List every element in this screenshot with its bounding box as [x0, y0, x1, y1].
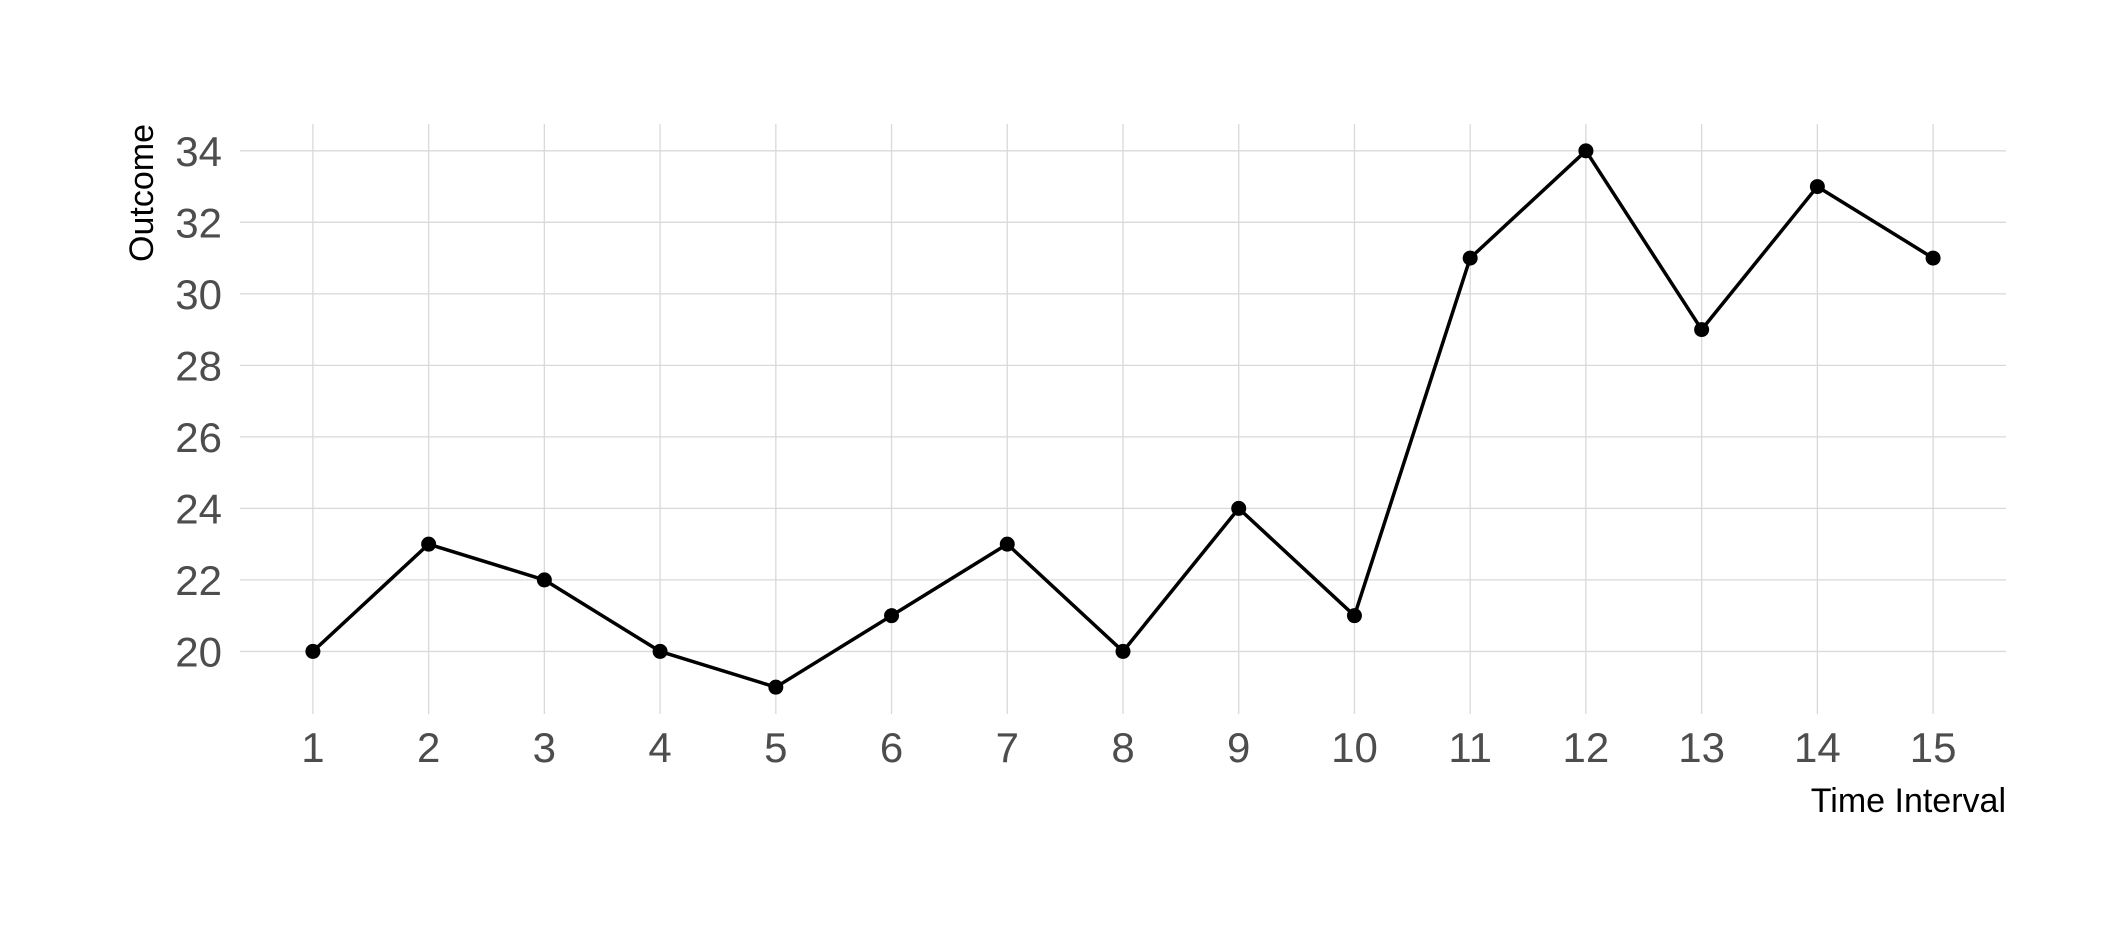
data-point — [999, 536, 1015, 552]
y-tick-label: 24 — [175, 485, 222, 532]
data-point — [305, 643, 321, 659]
y-tick-label: 34 — [175, 128, 222, 175]
y-tick-label: 32 — [175, 199, 222, 246]
x-tick-label: 6 — [880, 724, 903, 771]
x-tick-label: 3 — [533, 724, 556, 771]
x-axis-ticks: 1 2 3 4 5 6 7 8 9 10 11 12 13 14 15 — [301, 724, 1956, 771]
x-tick-label: 10 — [1331, 724, 1378, 771]
y-tick-label: 20 — [175, 628, 222, 675]
x-tick-label: 5 — [764, 724, 787, 771]
y-axis-title: Outcome — [123, 124, 161, 262]
data-point — [1578, 143, 1594, 159]
data-point — [1115, 643, 1131, 659]
x-tick-label: 8 — [1111, 724, 1134, 771]
y-tick-label: 28 — [175, 342, 222, 389]
x-tick-label: 1 — [301, 724, 324, 771]
data-point — [536, 572, 552, 588]
data-point — [652, 643, 668, 659]
y-tick-label: 22 — [175, 557, 222, 604]
x-tick-label: 7 — [996, 724, 1019, 771]
data-point — [1925, 250, 1941, 266]
data-point — [1694, 322, 1710, 338]
data-point — [1462, 250, 1478, 266]
x-tick-label: 4 — [648, 724, 671, 771]
data-point — [768, 679, 784, 695]
x-tick-label: 13 — [1678, 724, 1725, 771]
x-tick-label: 2 — [417, 724, 440, 771]
y-tick-label: 30 — [175, 271, 222, 318]
series-layer — [305, 143, 1941, 695]
y-tick-label: 26 — [175, 414, 222, 461]
x-tick-label: 9 — [1227, 724, 1250, 771]
data-point — [1231, 500, 1247, 516]
y-axis-ticks: 20 22 24 26 28 30 32 34 — [175, 128, 222, 676]
x-axis-title: Time Interval — [1811, 782, 2006, 820]
grid — [240, 124, 2006, 714]
data-point — [884, 608, 900, 624]
x-tick-label: 11 — [1448, 724, 1492, 771]
x-tick-label: 12 — [1563, 724, 1610, 771]
data-point — [1346, 608, 1362, 624]
data-point — [421, 536, 437, 552]
data-point — [1809, 179, 1825, 195]
x-tick-label: 15 — [1910, 724, 1957, 771]
x-tick-label: 14 — [1794, 724, 1841, 771]
